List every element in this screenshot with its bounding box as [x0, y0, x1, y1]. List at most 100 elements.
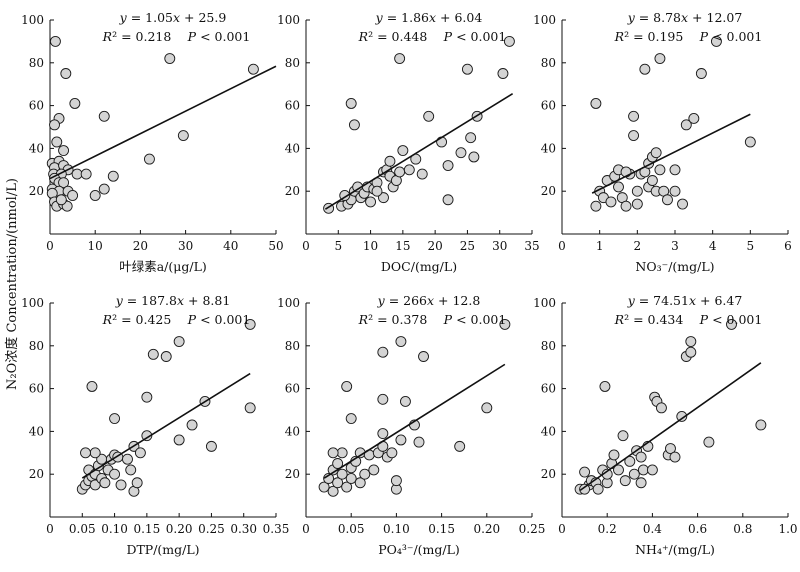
scatter-panel-2: 20 40 60 80 100 0 5 10 15 20 25 30 35 DOC/(mg/L) y = 1… — [277, 10, 540, 274]
x-tick-label: 0.30 — [230, 522, 257, 536]
x-tick-label: 50 — [268, 239, 283, 253]
data-point — [454, 440, 466, 452]
r-squared-label: R² = 0.218 — [102, 29, 172, 44]
x-tick-label: 40 — [223, 239, 238, 253]
data-point — [461, 63, 473, 75]
x-axis-label: NO₃⁻/(mg/L) — [635, 259, 714, 274]
data-point — [125, 464, 137, 476]
data-point — [394, 53, 406, 64]
data-point — [395, 434, 407, 446]
x-tick-label: 6 — [784, 239, 792, 253]
data-point — [109, 468, 121, 480]
data-point — [247, 63, 259, 75]
y-axis-label: N₂O浓度 Concentration/(nmol/L) — [4, 178, 20, 390]
data-point — [669, 164, 681, 176]
data-point — [205, 440, 217, 452]
regression-line — [323, 363, 506, 479]
x-tick-label: 0.20 — [473, 522, 500, 536]
data-point — [685, 336, 697, 347]
y-tick-label: 60 — [285, 99, 300, 113]
data-point — [336, 447, 348, 459]
x-tick-label: 0.35 — [263, 522, 290, 536]
p-value-label: P < 0.001 — [443, 312, 507, 327]
data-point — [377, 346, 389, 358]
y-tick-label: 100 — [533, 296, 556, 310]
data-point — [377, 428, 389, 439]
x-axis-label: PO₄³⁻/(mg/L) — [378, 542, 460, 557]
x-tick-label: 5 — [747, 239, 755, 253]
y-tick-label: 80 — [285, 56, 300, 70]
data-point — [143, 153, 155, 165]
regression-line — [49, 65, 277, 180]
data-point — [695, 68, 707, 79]
data-point — [107, 170, 119, 182]
data-point — [160, 351, 172, 362]
y-tick-label: 100 — [277, 296, 300, 310]
data-point — [49, 119, 60, 131]
data-point — [590, 98, 602, 109]
x-tick-label: 10 — [88, 239, 103, 253]
x-tick-label: 30 — [492, 239, 507, 253]
y-tick-label: 80 — [29, 339, 44, 353]
r-squared-label: R² = 0.448 — [358, 29, 428, 44]
data-point — [368, 464, 380, 476]
data-point — [499, 318, 511, 330]
scatter-panel-4: 20 40 60 80 100 0 0.05 0.10 0.15 0.20 0.25 0.30 0.35… — [21, 293, 289, 557]
data-point — [244, 402, 256, 414]
data-point — [177, 130, 189, 142]
x-axis-label: DOC/(mg/L) — [381, 259, 457, 274]
data-point — [186, 419, 198, 431]
y-tick-label: 20 — [29, 467, 44, 481]
x-tick-label: 0 — [558, 239, 566, 253]
data-point — [646, 175, 658, 186]
data-point — [710, 35, 722, 47]
data-point — [323, 473, 335, 484]
data-point — [662, 194, 673, 206]
data-point — [99, 477, 111, 489]
p-value-label: P < 0.001 — [187, 29, 251, 44]
data-point — [341, 481, 353, 493]
x-tick-label: 1 — [596, 239, 604, 253]
data-point — [109, 413, 121, 425]
data-point — [650, 147, 662, 159]
data-point — [637, 464, 649, 476]
y-tick-label: 80 — [541, 339, 556, 353]
data-point — [395, 336, 407, 347]
data-point — [628, 130, 640, 142]
x-tick-label: 0.25 — [198, 522, 225, 536]
data-point — [131, 477, 143, 489]
data-point — [60, 68, 72, 79]
data-point — [413, 436, 425, 448]
data-point — [345, 98, 357, 109]
regression-equation: y = 266x + 12.8 — [377, 293, 481, 308]
data-point — [635, 477, 647, 489]
data-point — [173, 336, 185, 347]
data-point — [403, 164, 415, 176]
x-axis-label: DTP/(mg/L) — [126, 542, 199, 557]
y-tick-label: 60 — [29, 99, 44, 113]
data-point — [497, 68, 509, 79]
data-point — [71, 168, 83, 180]
data-point — [613, 181, 624, 193]
data-point — [436, 136, 448, 148]
data-point — [423, 110, 435, 122]
data-point — [620, 200, 632, 212]
y-tick-label: 20 — [285, 467, 300, 481]
y-tick-label: 80 — [541, 56, 556, 70]
y-tick-label: 40 — [285, 141, 300, 155]
data-point — [86, 381, 98, 392]
data-point — [345, 413, 357, 425]
data-point — [89, 447, 101, 459]
data-point — [631, 185, 643, 197]
x-tick-label: 0.15 — [428, 522, 455, 536]
data-point — [336, 468, 348, 480]
data-point — [680, 119, 692, 131]
data-point — [442, 194, 454, 206]
data-point — [89, 190, 101, 201]
data-point — [688, 112, 700, 124]
data-point — [619, 475, 631, 487]
data-point — [468, 151, 480, 163]
x-tick-label: 0.10 — [383, 522, 410, 536]
